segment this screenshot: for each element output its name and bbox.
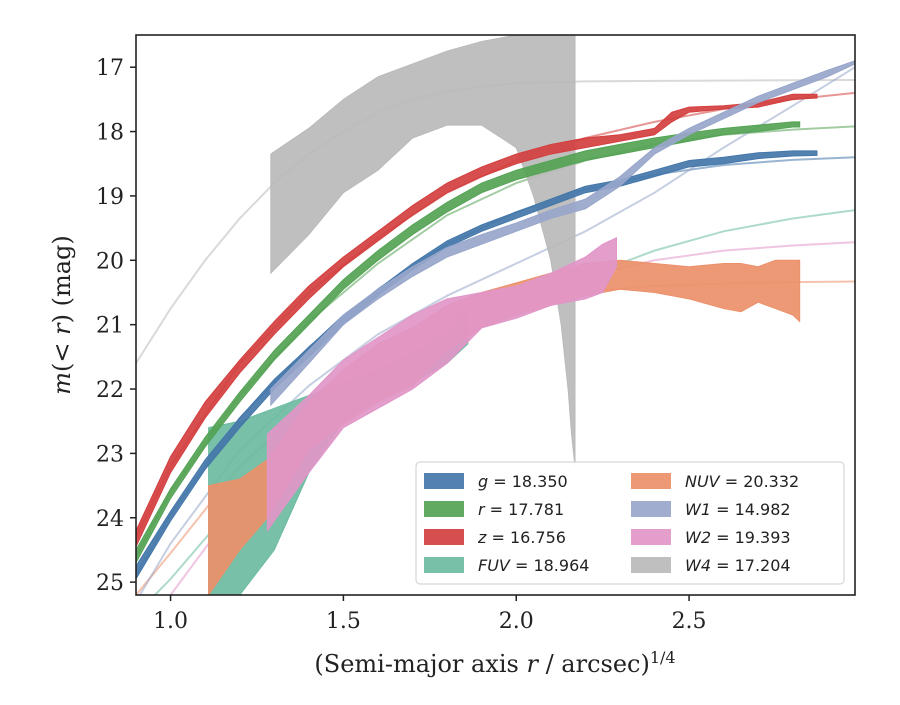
y-tick-label: 17	[96, 56, 124, 81]
y-tick-label: 18	[96, 121, 124, 146]
series-layer	[136, 35, 855, 595]
x-axis-label: (Semi-major axis r / arcsec)1/4	[314, 648, 675, 679]
x-tick-label: 1.0	[153, 609, 188, 634]
y-tick-label: 21	[96, 314, 124, 339]
z-legend-swatch	[424, 529, 464, 545]
w1-legend-label: W1 = 14.982	[685, 500, 791, 519]
w2-legend-label: W2 = 19.393	[685, 528, 791, 547]
x-tick-label: 1.5	[326, 609, 361, 634]
y-tick-label: 19	[96, 185, 124, 210]
fuv-legend-label: FUV = 18.964	[478, 556, 589, 575]
r-legend-label: r = 17.781	[478, 500, 564, 519]
z-legend-label: z = 16.756	[477, 528, 566, 547]
y-tick-label: 23	[96, 442, 124, 467]
y-tick-label: 24	[96, 507, 124, 532]
w2-legend-swatch	[631, 529, 671, 545]
r-band	[136, 121, 801, 564]
plot-frame	[135, 34, 856, 596]
g-legend-swatch	[424, 473, 464, 489]
y-axis-label: m(< r) (mag)	[48, 235, 76, 395]
nuv-legend-label: NUV = 20.332	[685, 472, 799, 491]
w4-legend-label: W4 = 17.204	[685, 556, 791, 575]
w1-legend-swatch	[631, 501, 671, 517]
w1-band	[270, 60, 855, 407]
fuv-legend-swatch	[424, 557, 464, 573]
y-tick-label: 25	[96, 571, 124, 596]
r-legend-swatch	[424, 501, 464, 517]
legend-box	[415, 461, 845, 585]
w4-legend-swatch	[631, 557, 671, 573]
axis-ticks: 1.0 1.5 2.0 2.5 17 18 19 20 21 22 23 24 25	[96, 56, 707, 634]
x-tick-label: 2.5	[672, 609, 707, 634]
g-legend-label: g = 18.350	[478, 472, 568, 491]
x-tick-label: 2.0	[499, 609, 534, 634]
legend: g = 18.350 r = 17.781 z = 16.756 FUV = 18.9…	[415, 461, 845, 585]
w2-band	[266, 236, 617, 533]
z-band	[136, 93, 818, 547]
nuv-legend-swatch	[631, 473, 671, 489]
y-tick-label: 20	[96, 249, 124, 274]
y-tick-label: 22	[96, 378, 124, 403]
